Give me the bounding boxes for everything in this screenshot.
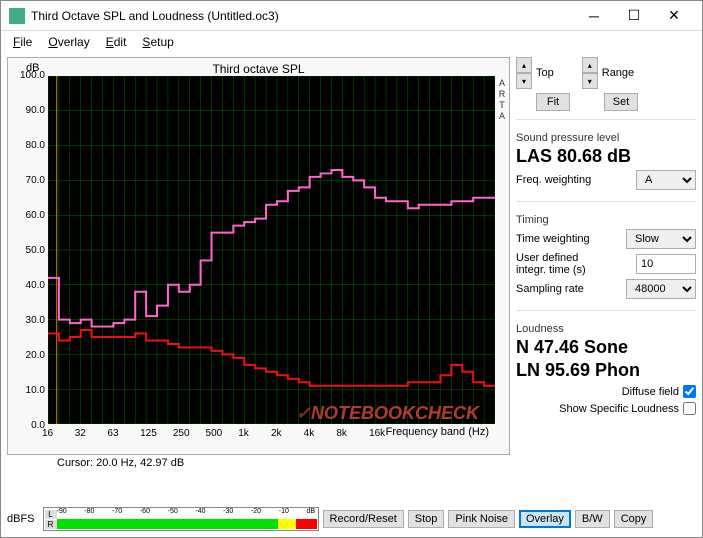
menu-setup[interactable]: Setup bbox=[134, 33, 181, 51]
meter-tick: -50 bbox=[168, 508, 178, 515]
copy-button[interactable]: Copy bbox=[614, 510, 654, 528]
meter-ch-r: R bbox=[45, 520, 57, 529]
ytick-label: 90.0 bbox=[26, 105, 45, 116]
ytick-label: 100.0 bbox=[20, 70, 45, 81]
specific-checkbox[interactable] bbox=[683, 402, 696, 415]
sampling-label: Sampling rate bbox=[516, 283, 584, 295]
top-label: Top bbox=[536, 67, 554, 79]
close-button[interactable]: ✕ bbox=[654, 2, 694, 30]
freq-weighting-label: Freq. weighting bbox=[516, 174, 591, 186]
minimize-button[interactable]: ─ bbox=[574, 2, 614, 30]
meter-tick: -80 bbox=[84, 508, 94, 515]
xtick-label: 32 bbox=[75, 428, 86, 439]
diffuse-checkbox[interactable] bbox=[683, 385, 696, 398]
userdef-input[interactable] bbox=[636, 254, 696, 274]
set-button[interactable]: Set bbox=[604, 93, 638, 111]
meter-tick: -90 bbox=[57, 508, 67, 515]
side-panel: ▴ ▾ Top ▴ ▾ Range Fit Set Sound pressure… bbox=[516, 57, 696, 501]
pink-noise-button[interactable]: Pink Noise bbox=[448, 510, 515, 528]
meter-tick: -60 bbox=[140, 508, 150, 515]
chart-container: dB Third octave SPL ARTA Frequency band … bbox=[7, 57, 510, 455]
xtick-label: 2k bbox=[271, 428, 282, 439]
menu-overlay[interactable]: Overlay bbox=[40, 33, 97, 51]
arta-label: ARTA bbox=[497, 78, 507, 122]
meter-tick: -20 bbox=[251, 508, 261, 515]
loudness-ln: LN 95.69 Phon bbox=[516, 360, 696, 381]
xtick-label: 16k bbox=[369, 428, 385, 439]
ytick-label: 30.0 bbox=[26, 315, 45, 326]
overlay-button[interactable]: Overlay bbox=[519, 510, 571, 528]
range-label: Range bbox=[602, 67, 634, 79]
window-title: Third Octave SPL and Loudness (Untitled.… bbox=[31, 9, 574, 23]
menu-file[interactable]: File bbox=[5, 33, 40, 51]
sampling-select[interactable]: 48000 bbox=[626, 279, 696, 299]
dbfs-label: dBFS bbox=[7, 513, 35, 525]
xtick-label: 4k bbox=[304, 428, 315, 439]
ytick-label: 10.0 bbox=[26, 385, 45, 396]
ytick-label: 80.0 bbox=[26, 140, 45, 151]
range-down-button[interactable]: ▾ bbox=[582, 73, 598, 89]
specific-label: Show Specific Loudness bbox=[559, 403, 679, 415]
meter-ch-l: L bbox=[45, 510, 57, 519]
timing-title: Timing bbox=[516, 214, 696, 226]
menu-edit[interactable]: Edit bbox=[98, 33, 135, 51]
app-icon bbox=[9, 8, 25, 24]
fit-button[interactable]: Fit bbox=[536, 93, 570, 111]
meter-tick: -10 bbox=[279, 508, 289, 515]
ytick-label: 60.0 bbox=[26, 210, 45, 221]
time-weighting-label: Time weighting bbox=[516, 233, 590, 245]
meter-tick: -70 bbox=[112, 508, 122, 515]
top-down-button[interactable]: ▾ bbox=[516, 73, 532, 89]
diffuse-label: Diffuse field bbox=[622, 386, 679, 398]
meter-tick: dB bbox=[307, 508, 316, 515]
xtick-label: 125 bbox=[140, 428, 157, 439]
meter-bar bbox=[57, 519, 317, 529]
xtick-label: 500 bbox=[206, 428, 223, 439]
bottom-bar: dBFS L-90 -80 -70 -60 -50 -40 -30 -20 -10 dB R Re… bbox=[1, 503, 702, 537]
ytick-label: 50.0 bbox=[26, 245, 45, 256]
menubar: File Overlay Edit Setup bbox=[1, 31, 702, 53]
chart-title: Third octave SPL bbox=[8, 62, 509, 76]
top-up-button[interactable]: ▴ bbox=[516, 57, 532, 73]
chart-svg bbox=[48, 76, 495, 424]
xtick-label: 250 bbox=[173, 428, 190, 439]
xtick-label: 16 bbox=[42, 428, 53, 439]
chart-plot[interactable] bbox=[48, 76, 495, 424]
loudness-n: N 47.46 Sone bbox=[516, 337, 696, 358]
ytick-label: 40.0 bbox=[26, 280, 45, 291]
xtick-label: 1k bbox=[238, 428, 249, 439]
stop-button[interactable]: Stop bbox=[408, 510, 445, 528]
chart-xlabel: Frequency band (Hz) bbox=[386, 426, 489, 438]
freq-weighting-select[interactable]: A bbox=[636, 170, 696, 190]
xtick-label: 8k bbox=[336, 428, 347, 439]
range-up-button[interactable]: ▴ bbox=[582, 57, 598, 73]
spl-title: Sound pressure level bbox=[516, 132, 696, 144]
record-button[interactable]: Record/Reset bbox=[323, 510, 404, 528]
ytick-label: 70.0 bbox=[26, 175, 45, 186]
time-weighting-select[interactable]: Slow bbox=[626, 229, 696, 249]
spl-reading: LAS 80.68 dB bbox=[516, 146, 696, 167]
meter-tick: -30 bbox=[223, 508, 233, 515]
bw-button[interactable]: B/W bbox=[575, 510, 610, 528]
loudness-title: Loudness bbox=[516, 323, 696, 335]
ytick-label: 20.0 bbox=[26, 350, 45, 361]
userdef-label: User defined integr. time (s) bbox=[516, 252, 611, 276]
cursor-readout: Cursor: 20.0 Hz, 42.97 dB bbox=[7, 455, 510, 471]
xtick-label: 63 bbox=[107, 428, 118, 439]
level-meter: L-90 -80 -70 -60 -50 -40 -30 -20 -10 dB R bbox=[43, 507, 319, 531]
maximize-button[interactable]: ☐ bbox=[614, 2, 654, 30]
meter-tick: -40 bbox=[195, 508, 205, 515]
